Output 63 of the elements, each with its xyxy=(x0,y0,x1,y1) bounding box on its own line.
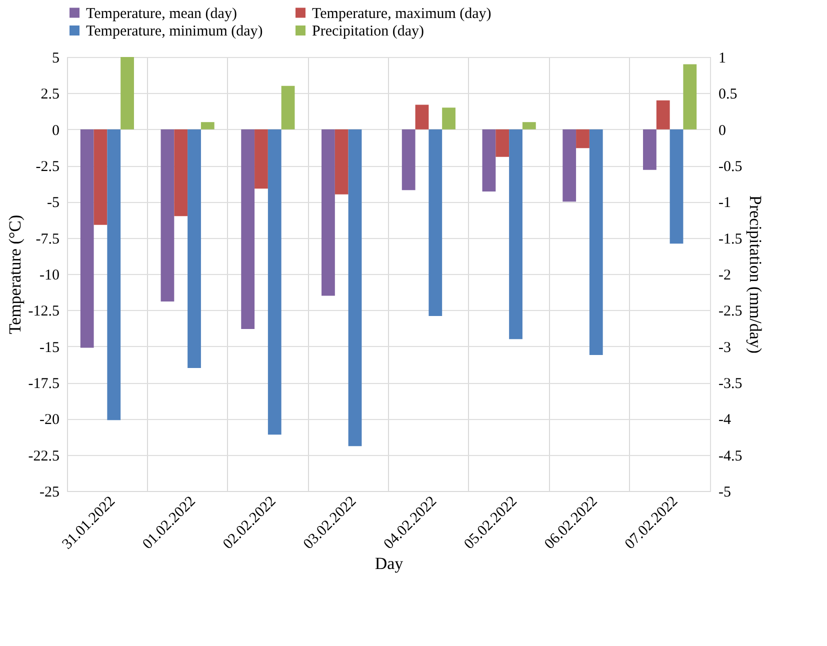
y-tick-label: 5 xyxy=(52,50,60,66)
y-tick-label: 2.5 xyxy=(40,86,60,103)
y2-tick-label: 1 xyxy=(718,50,726,66)
bar xyxy=(509,129,522,340)
bar xyxy=(670,129,684,244)
legend-label: Precipitation (day) xyxy=(312,24,424,40)
y2-tick-label: -2 xyxy=(718,268,731,284)
y2-tick-label: -4 xyxy=(718,412,732,428)
y-tick-label: -12.5 xyxy=(28,304,60,320)
legend-label: Temperature, minimum (day) xyxy=(86,24,263,40)
y-tick-label: -2.5 xyxy=(36,159,60,175)
y2-tick-label: 0 xyxy=(718,122,726,139)
y2-tick-label: 0.5 xyxy=(718,86,738,103)
bar xyxy=(94,129,108,225)
bar xyxy=(174,129,188,216)
bar xyxy=(589,129,603,356)
bar xyxy=(334,129,348,194)
y-tick-label: -7.5 xyxy=(36,231,60,248)
bar xyxy=(241,129,255,329)
x-axis-title: Day xyxy=(374,554,404,573)
bar xyxy=(348,129,362,446)
bar xyxy=(107,129,121,420)
bar xyxy=(522,122,536,130)
y-tick-label: -20 xyxy=(40,412,60,428)
bar xyxy=(415,104,429,130)
bar xyxy=(482,129,496,192)
y2-tick-label: -4.5 xyxy=(718,448,742,464)
bar xyxy=(120,57,134,130)
bar xyxy=(322,129,335,296)
bar xyxy=(281,86,295,130)
y2-tick-label: -3 xyxy=(718,340,731,356)
y-tick-label: -17.5 xyxy=(28,376,60,392)
y-axis-title: Temperature (°C) xyxy=(5,214,24,334)
y2-axis-title: Precipitation (mm/day) xyxy=(746,195,766,354)
y-tick-label: -5 xyxy=(47,195,60,212)
bar xyxy=(428,129,442,316)
bar xyxy=(643,129,656,170)
bar xyxy=(576,129,590,148)
y2-tick-label: -1.5 xyxy=(718,231,742,248)
y2-tick-label: -0.5 xyxy=(718,159,742,175)
bar xyxy=(656,100,670,130)
bar xyxy=(442,108,456,130)
bar xyxy=(402,129,416,190)
y-tick-label: -25 xyxy=(40,484,60,500)
bar xyxy=(268,129,282,435)
y2-tick-label: -5 xyxy=(718,484,731,500)
bar xyxy=(562,129,576,202)
bar xyxy=(254,129,268,189)
bar xyxy=(496,129,510,157)
y-tick-label: -22.5 xyxy=(28,448,60,464)
y-tick-label: -10 xyxy=(40,268,60,284)
legend-label: Temperature, mean (day) xyxy=(86,6,237,22)
legend-label: Temperature, maximum (day) xyxy=(312,6,492,22)
y2-tick-label: -1 xyxy=(718,195,731,212)
bar xyxy=(160,129,174,302)
bar xyxy=(80,129,94,348)
y-tick-label: -15 xyxy=(40,340,60,356)
y2-tick-label: -3.5 xyxy=(718,376,742,392)
bar xyxy=(683,64,697,130)
bar xyxy=(200,122,214,130)
y2-tick-label: -2.5 xyxy=(718,304,742,320)
bar xyxy=(188,129,201,368)
y-tick-label: 0 xyxy=(52,122,60,139)
